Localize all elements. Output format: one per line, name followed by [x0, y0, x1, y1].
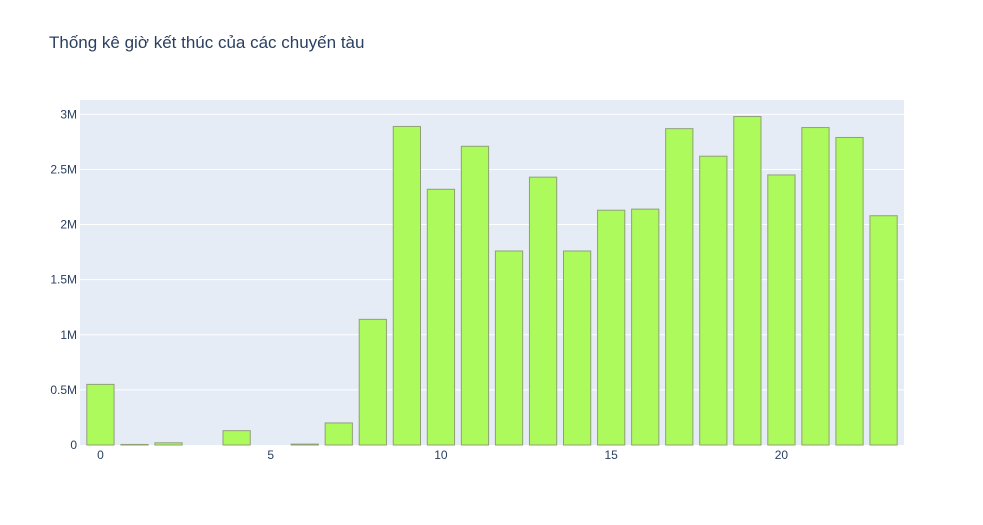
- bar-hour-12[interactable]: [494, 250, 524, 446]
- y-tick-label: 2M: [60, 218, 77, 232]
- bars: [86, 116, 898, 446]
- plot-background: [80, 100, 904, 445]
- bar-hour-8[interactable]: [358, 318, 387, 446]
- bar-hour-1[interactable]: [120, 443, 149, 446]
- x-tick-label: 10: [434, 448, 448, 462]
- x-axis-ticks: 0 5 10 15 20: [97, 448, 788, 462]
- chart-title: Thống kê giờ kết thúc của các chuyến tàu: [49, 33, 365, 52]
- bar-hour-9[interactable]: [392, 125, 421, 446]
- bar-hour-18[interactable]: [699, 155, 728, 446]
- bar-hour-11[interactable]: [460, 145, 490, 446]
- bar-hour-6[interactable]: [290, 443, 319, 446]
- y-tick-label: 2.5M: [50, 162, 77, 176]
- x-tick-label: 20: [775, 448, 789, 462]
- bar-hour-14[interactable]: [563, 250, 592, 446]
- bar-hour-13[interactable]: [528, 176, 558, 446]
- y-tick-label: 1M: [60, 328, 77, 342]
- y-axis-ticks: 0 0.5M 1M 1.5M 2M 2.5M 3M: [50, 107, 77, 452]
- y-tick-label: 0.5M: [50, 383, 77, 397]
- x-tick-label: 5: [267, 448, 274, 462]
- bar-hour-15[interactable]: [597, 209, 626, 446]
- y-tick-label: 0: [70, 438, 77, 452]
- bar-hour-4[interactable]: [222, 430, 251, 446]
- bar-hour-22[interactable]: [835, 136, 864, 446]
- bar-hour-20[interactable]: [767, 174, 796, 446]
- bar-hour-7[interactable]: [324, 422, 353, 446]
- y-tick-label: 1.5M: [50, 273, 77, 287]
- bar-hour-2[interactable]: [154, 442, 183, 446]
- bar-hour-21[interactable]: [801, 127, 830, 446]
- bar-hour-17[interactable]: [665, 128, 694, 446]
- bar-hour-10[interactable]: [426, 188, 456, 446]
- y-tick-label: 3M: [60, 107, 77, 121]
- bar-hour-0[interactable]: [86, 383, 115, 446]
- bar-hour-23[interactable]: [869, 215, 898, 446]
- grid-lines: [80, 113, 904, 391]
- x-tick-label: 0: [97, 448, 104, 462]
- x-tick-label: 15: [604, 448, 618, 462]
- bar-hour-19[interactable]: [733, 116, 762, 446]
- bar-hour-16[interactable]: [631, 208, 660, 446]
